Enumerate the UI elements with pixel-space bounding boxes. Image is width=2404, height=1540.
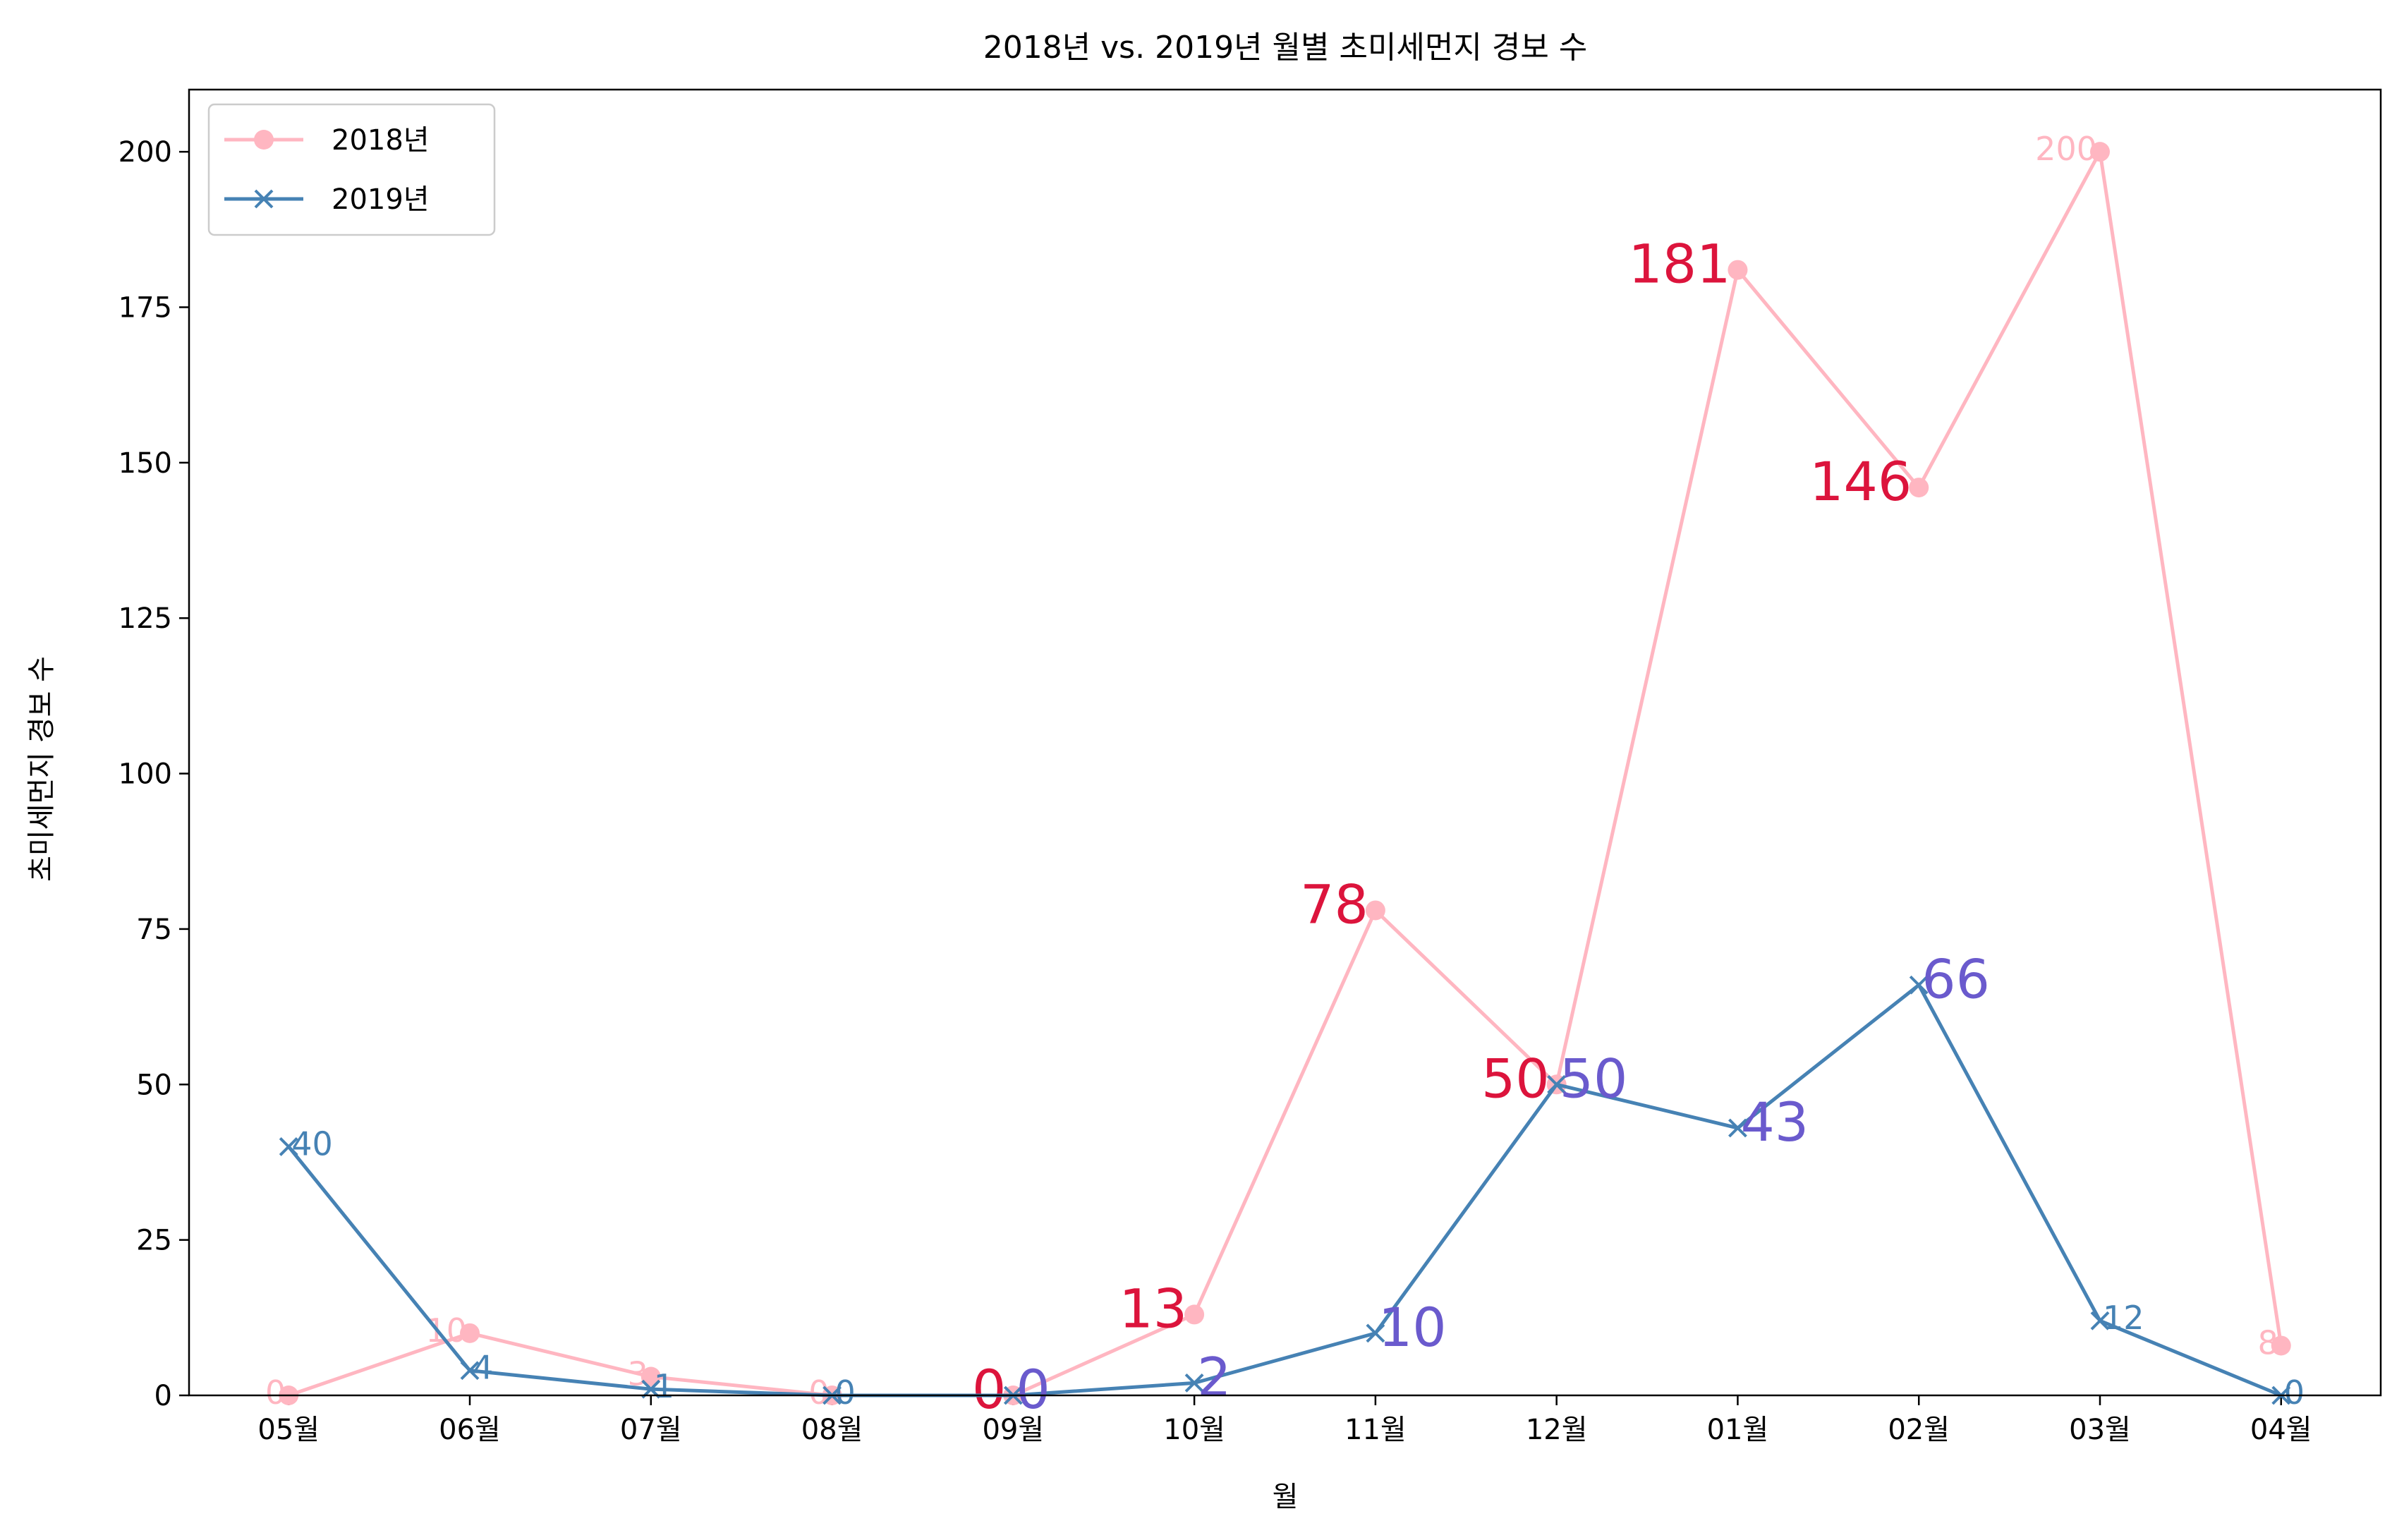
- y-tick-label: 125: [119, 602, 172, 635]
- data-label: 66: [1922, 947, 1990, 1010]
- data-label: 12: [2103, 1299, 2144, 1337]
- x-tick-label: 02월: [1888, 1414, 1950, 1446]
- legend-label: 2019년: [332, 183, 430, 216]
- data-point: [460, 1361, 480, 1381]
- data-point: [2090, 1311, 2110, 1330]
- x-tick-label: 05월: [257, 1414, 320, 1446]
- data-point: [1365, 900, 1385, 921]
- data-label: 1: [654, 1367, 674, 1405]
- y-axis-label: 초미세먼지 경보 수: [25, 656, 58, 882]
- data-label: 0: [2284, 1374, 2305, 1412]
- data-label: 0: [835, 1374, 856, 1412]
- plot-frame: [188, 88, 2382, 1397]
- y-tick-label: 100: [119, 758, 172, 791]
- data-label: 0: [808, 1374, 829, 1412]
- y-tick-label: 200: [119, 136, 172, 169]
- data-label: 40: [291, 1124, 333, 1163]
- x-tick-label: 06월: [439, 1414, 501, 1446]
- legend-marker: [254, 130, 274, 150]
- data-label: 4: [473, 1349, 493, 1387]
- data-point: [2271, 1335, 2291, 1356]
- y-tick-label: 175: [119, 292, 172, 325]
- legend: 2018년 2019년: [207, 103, 496, 236]
- data-label: 0: [265, 1374, 286, 1412]
- y-tick-label: 150: [119, 447, 172, 480]
- data-label: 50: [1560, 1047, 1628, 1110]
- y-tick-label: 25: [136, 1225, 172, 1257]
- data-label: 0: [1016, 1358, 1050, 1421]
- data-label: 13: [1119, 1277, 1187, 1340]
- data-point: [1184, 1373, 1204, 1393]
- y-tick-label: 50: [136, 1069, 172, 1101]
- data-point: [1366, 1323, 1385, 1343]
- data-label: 2: [1197, 1345, 1231, 1408]
- x-tick-label: 09월: [982, 1414, 1044, 1446]
- series-line: [287, 982, 2282, 1397]
- y-tick-label: 75: [136, 914, 172, 946]
- data-label: 78: [1300, 873, 1368, 935]
- data-label: 50: [1481, 1047, 1550, 1110]
- y-tick-label: 0: [154, 1380, 172, 1412]
- data-point: [460, 1323, 480, 1343]
- data-point: [1909, 975, 1929, 995]
- x-tick-label: 04월: [2250, 1414, 2312, 1446]
- series-line: [288, 146, 2283, 1397]
- x-tick-label: 11월: [1344, 1414, 1407, 1446]
- x-tick-label: 08월: [801, 1414, 863, 1446]
- data-point: [641, 1366, 661, 1387]
- legend-marker: [254, 189, 274, 209]
- x-axis-label: 월: [1273, 1481, 1299, 1513]
- chart-title: 2018년 vs. 2019년 월별 초미세먼지 경보 수: [983, 30, 1588, 66]
- x-tick-label: 07월: [620, 1414, 682, 1446]
- data-label: 200: [2035, 130, 2097, 168]
- data-label: 8: [2257, 1323, 2278, 1362]
- legend-label: 2018년: [332, 124, 430, 157]
- x-tick-label: 10월: [1163, 1414, 1225, 1446]
- data-point: [279, 1137, 298, 1156]
- data-point: [1728, 260, 1748, 280]
- x-tick-label: 12월: [1526, 1414, 1588, 1446]
- data-label: 181: [1628, 233, 1730, 296]
- x-tick-label: 01월: [1707, 1414, 1769, 1446]
- data-point: [2089, 142, 2110, 162]
- data-label: 10: [1378, 1296, 1447, 1359]
- data-point: [1728, 1118, 1747, 1138]
- data-label: 0: [972, 1358, 1006, 1421]
- data-label: 43: [1740, 1091, 1809, 1153]
- legend-box: [207, 103, 496, 236]
- data-point: [1184, 1304, 1205, 1325]
- data-point: [1909, 478, 1929, 498]
- x-tick-label: 03월: [2069, 1414, 2131, 1446]
- data-label: 146: [1809, 450, 1912, 513]
- data-point: [1547, 1074, 1567, 1094]
